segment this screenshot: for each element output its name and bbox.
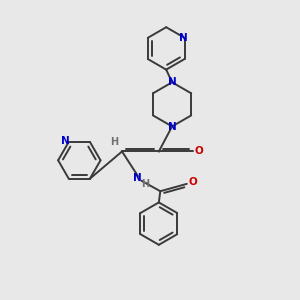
Text: O: O — [189, 177, 198, 188]
Text: H: H — [141, 178, 149, 189]
Text: N: N — [179, 33, 188, 43]
Text: N: N — [61, 136, 70, 146]
Text: N: N — [168, 77, 176, 87]
Text: O: O — [195, 146, 203, 157]
Text: N: N — [168, 122, 176, 132]
Text: N: N — [133, 173, 141, 183]
Text: H: H — [111, 137, 119, 147]
